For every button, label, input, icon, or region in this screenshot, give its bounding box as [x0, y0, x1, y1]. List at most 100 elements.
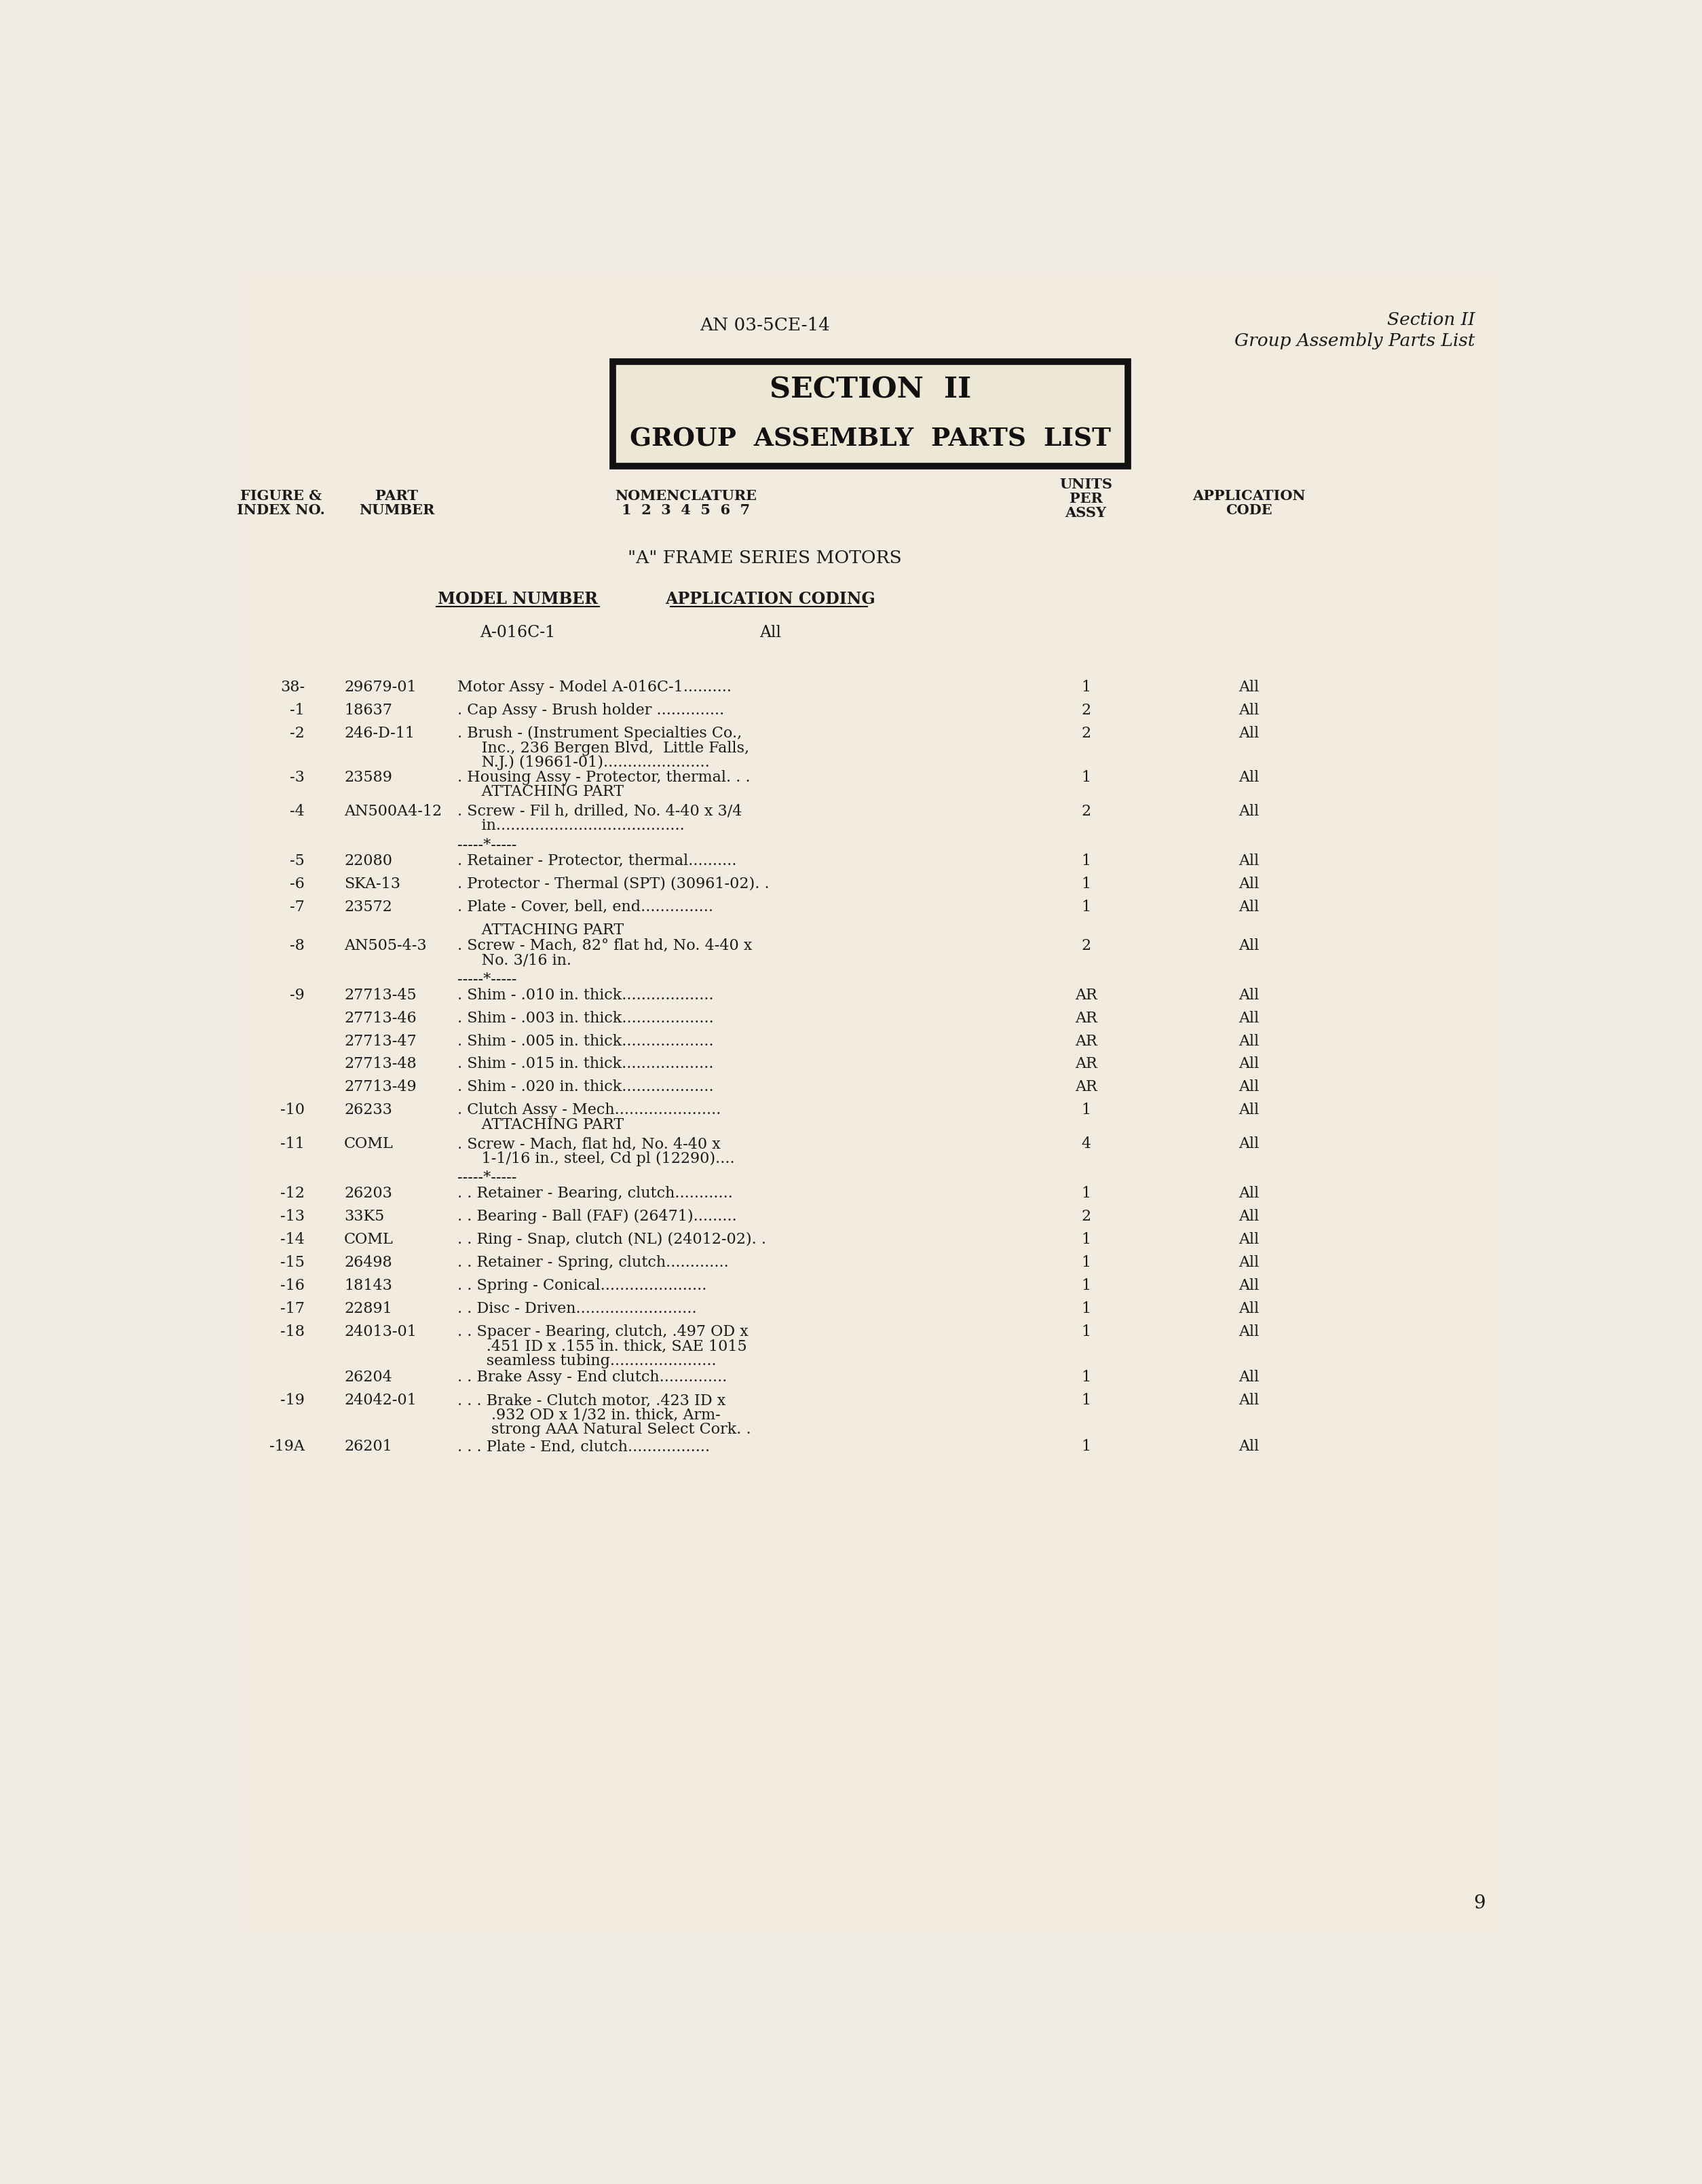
Text: Group Assembly Parts List: Group Assembly Parts List — [1234, 332, 1476, 349]
Text: -6: -6 — [289, 876, 305, 891]
Text: 1  2  3  4  5  6  7: 1 2 3 4 5 6 7 — [621, 505, 751, 518]
Text: -1: -1 — [289, 703, 305, 719]
Text: 22080: 22080 — [344, 854, 393, 869]
Text: 246-D-11: 246-D-11 — [344, 725, 415, 740]
Text: PER: PER — [1069, 491, 1103, 505]
Text: 1: 1 — [1081, 1186, 1091, 1201]
Text: All: All — [1239, 679, 1259, 695]
Text: A-016C-1: A-016C-1 — [480, 625, 555, 640]
Text: -14: -14 — [281, 1232, 305, 1247]
Text: 1: 1 — [1081, 1302, 1091, 1317]
Text: 2: 2 — [1081, 1210, 1091, 1225]
Text: All: All — [1239, 1057, 1259, 1072]
Text: All: All — [1239, 1256, 1259, 1271]
Text: No. 3/16 in.: No. 3/16 in. — [458, 952, 572, 968]
Text: All: All — [1239, 1439, 1259, 1455]
Text: -17: -17 — [281, 1302, 305, 1317]
Text: SECTION  II: SECTION II — [769, 376, 972, 404]
Text: AN 03-5CE-14: AN 03-5CE-14 — [700, 317, 831, 334]
Text: 9: 9 — [1474, 1894, 1486, 1913]
Text: All: All — [1239, 876, 1259, 891]
Text: FIGURE &: FIGURE & — [240, 489, 322, 502]
Text: All: All — [1239, 1232, 1259, 1247]
Text: -19: -19 — [281, 1393, 305, 1409]
Text: 1: 1 — [1081, 1369, 1091, 1385]
Text: 27713-49: 27713-49 — [344, 1079, 417, 1094]
Text: . Plate - Cover, bell, end...............: . Plate - Cover, bell, end..............… — [458, 900, 713, 915]
Text: MODEL NUMBER: MODEL NUMBER — [437, 592, 597, 607]
Text: 1: 1 — [1081, 679, 1091, 695]
Text: -----*-----: -----*----- — [458, 972, 517, 987]
Text: 24013-01: 24013-01 — [344, 1324, 417, 1339]
Text: UNITS: UNITS — [1059, 478, 1113, 491]
Text: COML: COML — [344, 1232, 393, 1247]
Text: . Screw - Mach, 82° flat hd, No. 4-40 x: . Screw - Mach, 82° flat hd, No. 4-40 x — [458, 939, 752, 952]
Text: . Housing Assy - Protector, thermal. . .: . Housing Assy - Protector, thermal. . . — [458, 771, 751, 784]
Text: All: All — [1239, 900, 1259, 915]
Text: . . . Plate - End, clutch.................: . . . Plate - End, clutch...............… — [458, 1439, 710, 1455]
Text: ATTACHING PART: ATTACHING PART — [458, 1118, 623, 1131]
Text: 2: 2 — [1081, 939, 1091, 952]
Text: . . Retainer - Bearing, clutch............: . . Retainer - Bearing, clutch..........… — [458, 1186, 734, 1201]
Text: 1: 1 — [1081, 854, 1091, 869]
Text: . . Disc - Driven.........................: . . Disc - Driven.......................… — [458, 1302, 696, 1317]
Text: . . Brake Assy - End clutch..............: . . Brake Assy - End clutch.............… — [458, 1369, 727, 1385]
Text: INDEX NO.: INDEX NO. — [237, 505, 325, 518]
Text: AR: AR — [1074, 1033, 1096, 1048]
Text: All: All — [1239, 1393, 1259, 1409]
Text: . Cap Assy - Brush holder ..............: . Cap Assy - Brush holder .............. — [458, 703, 723, 719]
Text: APPLICATION CODING: APPLICATION CODING — [665, 592, 875, 607]
Text: 1: 1 — [1081, 1393, 1091, 1409]
Text: AN500A4-12: AN500A4-12 — [344, 804, 443, 819]
Text: . . Spring - Conical......................: . . Spring - Conical....................… — [458, 1278, 706, 1293]
Text: -9: -9 — [289, 987, 305, 1002]
Text: 2: 2 — [1081, 804, 1091, 819]
Text: AN505-4-3: AN505-4-3 — [344, 939, 427, 952]
Text: Motor Assy - Model A-016C-1..........: Motor Assy - Model A-016C-1.......... — [458, 679, 732, 695]
Text: All: All — [1239, 804, 1259, 819]
Text: 24042-01: 24042-01 — [344, 1393, 417, 1409]
Text: All: All — [1239, 1324, 1259, 1339]
Text: Inc., 236 Bergen Blvd,  Little Falls,: Inc., 236 Bergen Blvd, Little Falls, — [458, 740, 749, 756]
Text: 26201: 26201 — [344, 1439, 391, 1455]
Text: 1: 1 — [1081, 771, 1091, 784]
Text: 29679-01: 29679-01 — [344, 679, 417, 695]
Text: NUMBER: NUMBER — [359, 505, 434, 518]
Text: ASSY: ASSY — [1065, 507, 1106, 520]
Text: -----*-----: -----*----- — [458, 1171, 517, 1186]
Text: All: All — [1239, 1278, 1259, 1293]
Text: 1: 1 — [1081, 1439, 1091, 1455]
Text: All: All — [759, 625, 781, 640]
Text: All: All — [1239, 1302, 1259, 1317]
Text: -2: -2 — [289, 725, 305, 740]
Text: Section II: Section II — [1387, 312, 1476, 328]
Text: All: All — [1239, 1103, 1259, 1118]
Text: 1: 1 — [1081, 1103, 1091, 1118]
Text: 2: 2 — [1081, 725, 1091, 740]
Text: APPLICATION: APPLICATION — [1193, 489, 1305, 502]
Text: 1: 1 — [1081, 1278, 1091, 1293]
Text: strong AAA Natural Select Cork. .: strong AAA Natural Select Cork. . — [458, 1422, 751, 1437]
Text: . Shim - .020 in. thick...................: . Shim - .020 in. thick.................… — [458, 1079, 713, 1094]
Text: ATTACHING PART: ATTACHING PART — [458, 922, 623, 937]
Text: . Shim - .010 in. thick...................: . Shim - .010 in. thick.................… — [458, 987, 713, 1002]
Text: -5: -5 — [289, 854, 305, 869]
Text: 26204: 26204 — [344, 1369, 391, 1385]
Text: All: All — [1239, 1011, 1259, 1026]
Text: 33K5: 33K5 — [344, 1210, 385, 1225]
Text: 18637: 18637 — [344, 703, 393, 719]
Text: . Screw - Fil h, drilled, No. 4-40 x 3/4: . Screw - Fil h, drilled, No. 4-40 x 3/4 — [458, 804, 742, 819]
Text: 26498: 26498 — [344, 1256, 391, 1271]
Text: 1-1/16 in., steel, Cd pl (12290)....: 1-1/16 in., steel, Cd pl (12290).... — [458, 1151, 735, 1166]
Text: -3: -3 — [289, 771, 305, 784]
Text: 2: 2 — [1081, 703, 1091, 719]
Text: COML: COML — [344, 1136, 393, 1151]
Text: . Shim - .003 in. thick...................: . Shim - .003 in. thick.................… — [458, 1011, 713, 1026]
Text: All: All — [1239, 725, 1259, 740]
Text: All: All — [1239, 1136, 1259, 1151]
Text: . Clutch Assy - Mech......................: . Clutch Assy - Mech....................… — [458, 1103, 722, 1118]
Text: All: All — [1239, 771, 1259, 784]
Text: -10: -10 — [281, 1103, 305, 1118]
Text: . . . Brake - Clutch motor, .423 ID x: . . . Brake - Clutch motor, .423 ID x — [458, 1393, 725, 1409]
Text: . Screw - Mach, flat hd, No. 4-40 x: . Screw - Mach, flat hd, No. 4-40 x — [458, 1136, 720, 1151]
